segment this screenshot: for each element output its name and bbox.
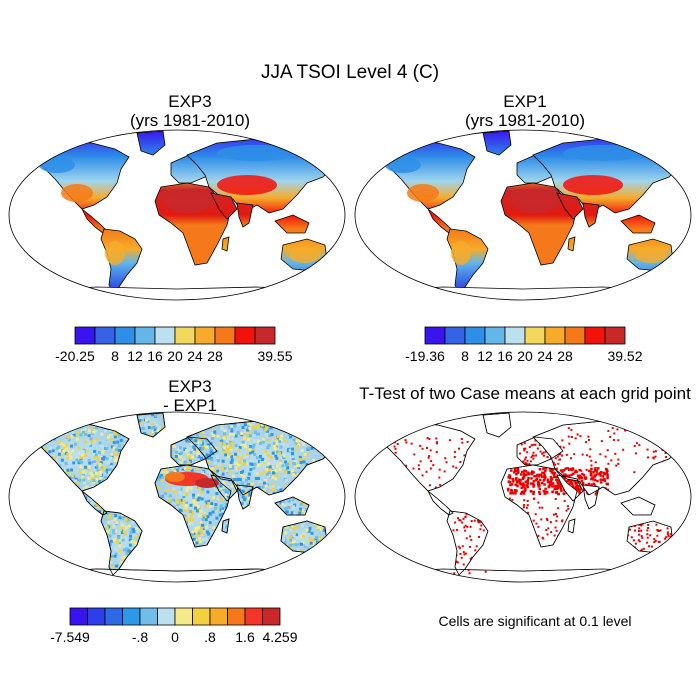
colorbar-tick-label: 16 <box>147 348 163 364</box>
panel-title-diff-line2: - EXP1 <box>163 396 217 415</box>
colorbar-swatch <box>87 607 106 626</box>
map-panel-exp3 <box>8 129 346 301</box>
colorbar-tick-label: 20 <box>167 348 183 364</box>
colorbar-swatch <box>504 326 526 345</box>
colorbar-tick-label: -20.25 <box>55 348 95 364</box>
colorbar-exp3: -20.25 8 12 16 20 24 28 39.55 <box>55 326 293 364</box>
panel-title-exp3: EXP3 (yrs 1981-2010) <box>50 92 330 130</box>
colorbar-tick-label: 0 <box>171 629 179 645</box>
colorbar-tick-label: -.8 <box>132 629 149 645</box>
colorbar-tick-label: 39.55 <box>257 348 292 364</box>
colorbar-tick-label: -7.549 <box>50 629 90 645</box>
colorbar-swatch <box>74 326 96 345</box>
colorbar-swatch <box>564 326 586 345</box>
colorbar-tick-label: 8 <box>461 348 469 364</box>
colorbar-swatch <box>262 607 281 626</box>
colorbar-swatch <box>544 326 566 345</box>
colorbar-tick-label: 4.259 <box>262 629 297 645</box>
colorbar-swatch <box>444 326 466 345</box>
colorbar-tick-label: 39.52 <box>607 348 642 364</box>
colorbar-swatch <box>139 607 158 626</box>
colorbar-swatch <box>464 326 486 345</box>
figure-title: JJA TSOI Level 4 (C) <box>260 62 440 83</box>
colorbar-tick-label: 24 <box>537 348 553 364</box>
panel-title-exp3-line1: EXP3 <box>168 92 212 111</box>
colorbar-swatch <box>244 607 263 626</box>
colorbar-tick-label: .8 <box>204 629 216 645</box>
map-panel-exp1 <box>354 129 692 301</box>
colorbar-exp1: -19.36 8 12 16 20 24 28 39.52 <box>405 326 643 364</box>
panel-title-exp1-line1: EXP1 <box>503 92 547 111</box>
colorbar-tick-label: 28 <box>557 348 573 364</box>
colorbar-tick-label: 24 <box>187 348 203 364</box>
panel-title-exp1: EXP1 (yrs 1981-2010) <box>385 92 665 130</box>
colorbar-tick-label: 16 <box>497 348 513 364</box>
colorbar-swatch <box>227 607 246 626</box>
colorbar-tick-label: 8 <box>111 348 119 364</box>
colorbar-swatch <box>114 326 136 345</box>
colorbar-swatch <box>104 607 123 626</box>
colorbar-swatch <box>192 607 211 626</box>
significance-note: Cells are significant at 0.1 level <box>438 613 632 629</box>
panel-title-diff: EXP3 - EXP1 <box>50 377 330 415</box>
colorbar-swatch <box>122 607 141 626</box>
colorbar-swatch <box>584 326 606 345</box>
map-panel-diff <box>8 411 346 583</box>
colorbar-tick-label: 20 <box>517 348 533 364</box>
panel-title-ttest: T-Test of two Case means at each grid po… <box>359 384 691 403</box>
colorbar-swatch <box>604 326 626 345</box>
colorbar-swatch <box>209 607 228 626</box>
colorbar-swatch <box>174 607 193 626</box>
colorbar-swatch <box>94 326 116 345</box>
panel-title-exp1-line2: (yrs 1981-2010) <box>464 111 585 130</box>
colorbar-swatch <box>254 326 276 345</box>
colorbar-tick-label: 1.6 <box>235 629 255 645</box>
colorbar-diff: -7.549 -.8 0 .8 1.6 4.259 <box>50 607 298 645</box>
colorbar-swatch <box>484 326 506 345</box>
colorbar-tick-label: 12 <box>477 348 493 364</box>
map-panel-ttest <box>354 411 692 583</box>
colorbar-swatch <box>234 326 256 345</box>
colorbar-swatch <box>524 326 546 345</box>
colorbar-swatch <box>424 326 446 345</box>
colorbar-swatch <box>214 326 236 345</box>
colorbar-tick-label: 28 <box>207 348 223 364</box>
colorbar-tick-label: 12 <box>127 348 143 364</box>
colorbar-swatch <box>157 607 176 626</box>
colorbar-swatch <box>174 326 196 345</box>
colorbar-swatch <box>194 326 216 345</box>
panel-title-exp3-line2: (yrs 1981-2010) <box>129 111 250 130</box>
colorbar-swatch <box>69 607 88 626</box>
colorbar-swatch <box>154 326 176 345</box>
colorbar-tick-label: -19.36 <box>405 348 445 364</box>
colorbar-swatch <box>134 326 156 345</box>
panel-title-diff-line1: EXP3 <box>168 377 212 396</box>
